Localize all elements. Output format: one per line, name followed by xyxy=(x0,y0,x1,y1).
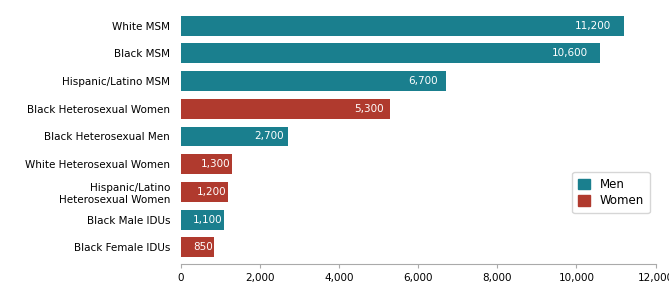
Bar xyxy=(181,44,600,63)
Text: 1,100: 1,100 xyxy=(193,215,223,225)
Bar xyxy=(181,16,624,36)
Text: 10,600: 10,600 xyxy=(551,48,587,58)
Text: 1,300: 1,300 xyxy=(201,159,231,169)
Bar xyxy=(181,210,224,230)
Bar xyxy=(181,154,232,174)
Bar xyxy=(181,182,228,202)
Bar xyxy=(181,71,446,91)
Text: 1,200: 1,200 xyxy=(197,187,227,197)
Text: 11,200: 11,200 xyxy=(575,21,611,31)
Bar xyxy=(181,99,391,119)
Text: 850: 850 xyxy=(193,242,213,252)
Text: 5,300: 5,300 xyxy=(355,104,384,114)
Bar xyxy=(181,127,288,146)
Text: 2,700: 2,700 xyxy=(255,131,284,142)
Legend: Men, Women: Men, Women xyxy=(573,172,650,213)
Text: 6,700: 6,700 xyxy=(408,76,438,86)
Bar xyxy=(181,237,214,257)
